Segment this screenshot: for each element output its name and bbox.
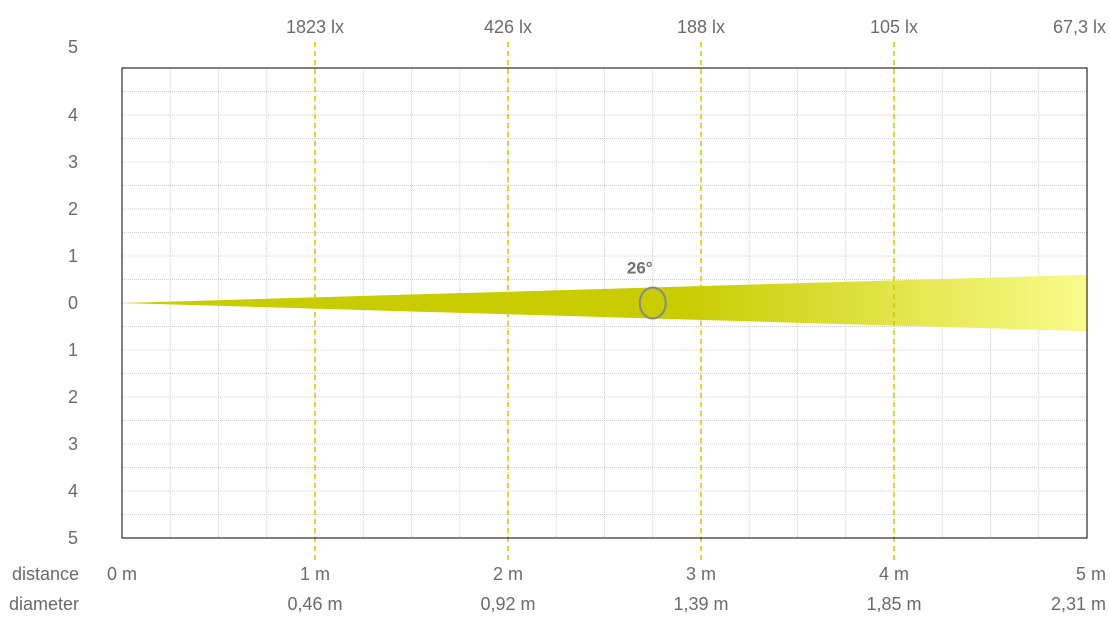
distance-tick-label: 5 m — [1076, 564, 1106, 584]
distance-tick-label: 4 m — [879, 564, 909, 584]
y-tick-label: 4 — [68, 481, 78, 501]
diameter-tick-label: 0,92 m — [480, 594, 535, 614]
lux-value-label: 105 lx — [870, 17, 918, 37]
beam-cone — [122, 274, 1087, 332]
diameter-tick-label: 1,85 m — [866, 594, 921, 614]
lux-value-label: 67,3 lx — [1053, 17, 1106, 37]
beam-angle-marker: 26° — [627, 258, 667, 320]
y-tick-label: 3 — [68, 152, 78, 172]
distance-tick-label: 2 m — [493, 564, 523, 584]
y-tick-label: 5 — [68, 528, 78, 548]
y-tick-label: 1 — [68, 246, 78, 266]
axis-labels: 1823 lx 1 m 0,46 m 426 lx 2 m 0,92 m 188 lx 3 m… — [9, 17, 1106, 614]
beam-area — [122, 274, 1087, 332]
y-tick-label: 2 — [68, 199, 78, 219]
distance-row-label: distance — [12, 564, 79, 584]
distance-tick-label: 3 m — [686, 564, 716, 584]
lux-value-label: 426 lx — [484, 17, 532, 37]
diameter-tick-label: 0,46 m — [287, 594, 342, 614]
diameter-tick-label: 2,31 m — [1051, 594, 1106, 614]
beam-angle-ellipse — [638, 286, 667, 320]
y-tick-label: 1 — [68, 340, 78, 360]
y-tick-label: 3 — [68, 434, 78, 454]
beam-angle-label: 26° — [627, 258, 653, 277]
distance-origin-label: 0 m — [107, 564, 137, 584]
plot-frame — [121, 67, 1088, 539]
y-tick-label: 5 — [68, 37, 78, 57]
lux-value-label: 188 lx — [677, 17, 725, 37]
diameter-tick-label: 1,39 m — [673, 594, 728, 614]
y-tick-label: 4 — [68, 105, 78, 125]
diameter-row-label: diameter — [9, 594, 79, 614]
y-tick-label: 2 — [68, 387, 78, 407]
lux-value-label: 1823 lx — [286, 17, 344, 37]
y-tick-label: 0 — [68, 293, 78, 313]
distance-tick-label: 1 m — [300, 564, 330, 584]
